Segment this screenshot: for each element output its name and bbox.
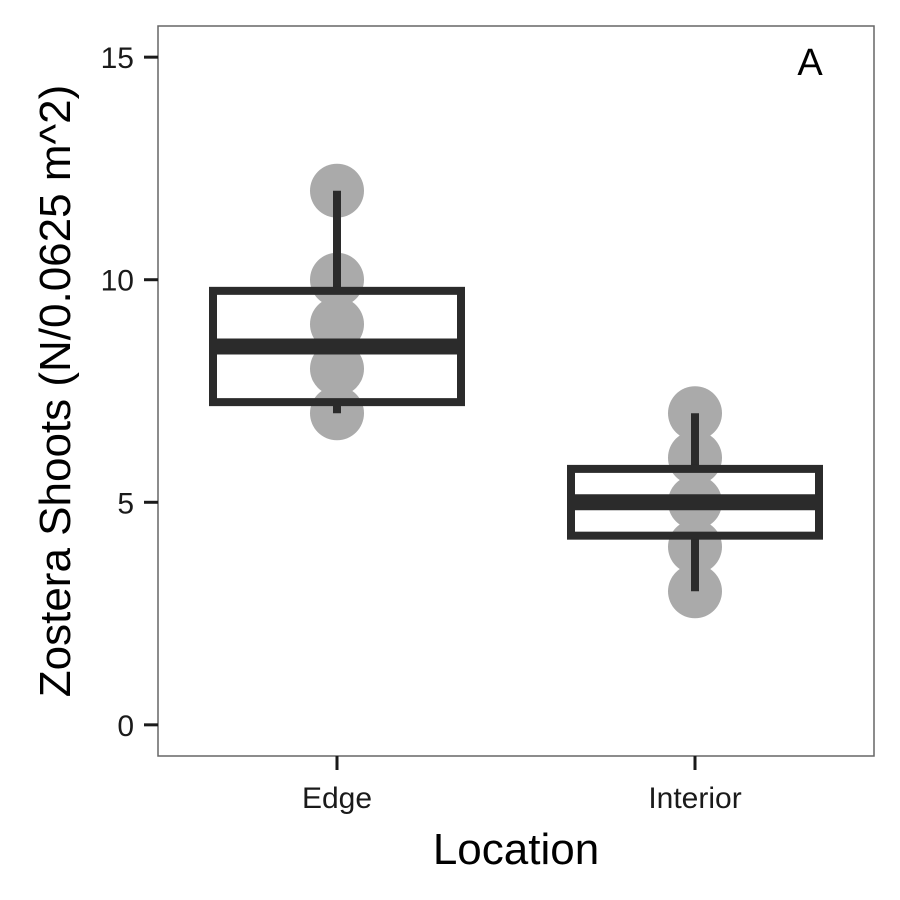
- y-tick-label: 15: [101, 42, 134, 75]
- plot-panel-border: [157, 25, 875, 757]
- y-axis-title: Zostera Shoots (N/0.0625 m^2): [31, 85, 80, 697]
- y-tick-label: 10: [101, 265, 134, 298]
- x-tick-label: Edge: [302, 782, 372, 815]
- boxes-layer: [209, 190, 823, 592]
- x-tick-label: Interior: [648, 782, 741, 815]
- data-point: [310, 297, 364, 352]
- panel-label: A: [797, 42, 823, 84]
- y-tick-label: 0: [117, 710, 134, 743]
- points-layer: [310, 163, 722, 619]
- box-edge: [209, 190, 465, 414]
- y-axis: 0 5 10 15: [101, 42, 158, 743]
- box-interior: [567, 413, 823, 592]
- data-point: [310, 341, 364, 396]
- x-axis: Edge Interior: [302, 756, 742, 815]
- y-tick-label: 5: [117, 487, 134, 520]
- x-axis-title: Location: [433, 825, 599, 874]
